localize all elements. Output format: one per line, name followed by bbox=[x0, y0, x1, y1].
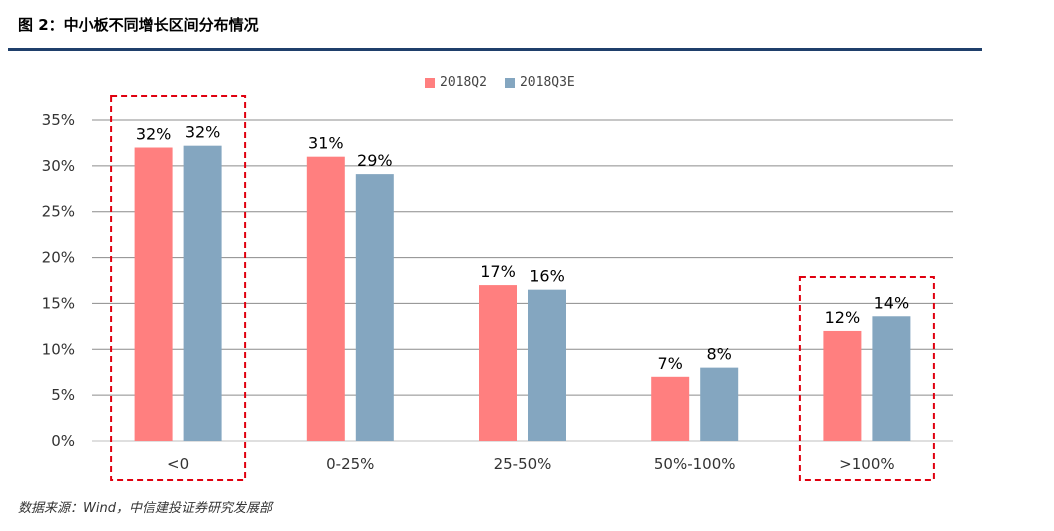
bar-2018q3e bbox=[528, 289, 566, 441]
data-label: 12% bbox=[825, 308, 861, 327]
y-tick-label: 15% bbox=[42, 294, 75, 312]
y-tick-label: 30% bbox=[42, 157, 75, 175]
bar-2018q2 bbox=[479, 285, 517, 441]
bar-chart: 0% 5% 10% 15% 20% 25% 30% 35% 32% 32% <0 31% 29% 0-25… bbox=[42, 95, 953, 481]
y-tick-label: 20% bbox=[42, 249, 75, 267]
bar-2018q3e bbox=[355, 174, 394, 441]
chart-legend: 2018Q2 2018Q3E bbox=[425, 75, 575, 90]
bar-2018q2 bbox=[823, 330, 862, 441]
x-tick-label: >100% bbox=[839, 455, 894, 473]
bar-2018q3e bbox=[872, 316, 911, 441]
bar-2018q3e bbox=[700, 367, 739, 441]
data-label: 32% bbox=[136, 125, 172, 144]
y-tick-label: 10% bbox=[42, 340, 75, 358]
header-rule bbox=[8, 48, 982, 51]
legend-label-2018q2: 2018Q2 bbox=[440, 75, 487, 90]
source-note: 数据来源：Wind，中信建投证券研究发展部 bbox=[18, 501, 272, 516]
data-label: 8% bbox=[707, 345, 732, 364]
legend-item-2018q3e: 2018Q3E bbox=[504, 75, 575, 90]
bar-2018q2 bbox=[134, 147, 173, 441]
legend-label-2018q3e: 2018Q3E bbox=[519, 75, 575, 90]
bar-2018q2 bbox=[651, 376, 690, 441]
data-label: 31% bbox=[308, 134, 344, 153]
data-label: 7% bbox=[658, 354, 683, 373]
figure-title: 图 2：中小板不同增长区间分布情况 bbox=[18, 16, 259, 34]
bar-2018q2 bbox=[306, 156, 345, 441]
x-tick-label: 50%-100% bbox=[654, 455, 736, 473]
data-label: 17% bbox=[480, 262, 516, 281]
x-tick-label: 25-50% bbox=[494, 455, 552, 473]
legend-swatch-2018q3e bbox=[504, 77, 515, 88]
data-label: 29% bbox=[357, 151, 393, 170]
y-tick-label: 25% bbox=[42, 203, 75, 221]
x-tick-label: 0-25% bbox=[326, 455, 374, 473]
data-label: 14% bbox=[874, 293, 910, 312]
y-tick-label: 0% bbox=[51, 432, 75, 450]
bar-2018q3e bbox=[183, 145, 222, 441]
data-label: 32% bbox=[185, 123, 221, 142]
legend-item-2018q2: 2018Q2 bbox=[425, 75, 487, 90]
data-label: 16% bbox=[529, 267, 565, 286]
y-tick-label: 35% bbox=[42, 111, 75, 129]
legend-swatch-2018q2 bbox=[425, 77, 435, 88]
y-tick-label: 5% bbox=[51, 386, 75, 404]
highlight-box bbox=[798, 276, 935, 481]
highlight-box bbox=[110, 95, 247, 481]
x-tick-label: <0 bbox=[167, 455, 189, 473]
